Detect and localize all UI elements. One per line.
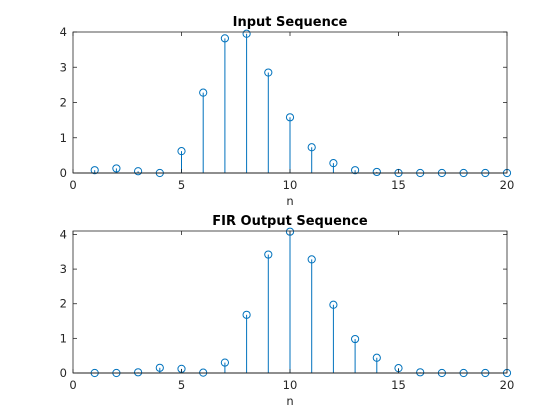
x-tick-label: 5 [178,178,185,192]
axes: 0 5 10 15 20 0 1 2 3 4 [60,227,515,392]
stem-marker [242,29,251,38]
chart-title: Input Sequence [233,15,348,30]
x-tick-label: 15 [391,378,406,392]
stem-marker [329,300,338,309]
stem-marker [285,113,295,122]
stem-marker [416,368,425,377]
x-tick-label: 0 [69,178,76,192]
stem-marker [155,363,164,372]
stem-marker [264,68,273,77]
stem-marker [199,88,208,97]
stem-marker [220,358,229,367]
stem-marker [90,166,99,175]
y-tick-label: 3 [60,60,67,74]
x-axis-label: n [286,394,293,408]
stem-marker [285,227,295,236]
stem-marker [112,164,121,173]
stem-marker [134,368,143,377]
x-tick-label: 10 [283,378,298,392]
stem-marker [242,310,251,319]
y-tick-label: 4 [60,227,67,241]
x-axis-label: n [286,194,293,208]
x-tick-label: 0 [69,378,76,392]
y-tick-label: 0 [60,166,67,180]
x-tick-label: 5 [178,378,185,392]
stem-marker [307,143,316,152]
y-tick-label: 1 [60,331,67,345]
x-tick-label: 20 [500,378,515,392]
y-tick-label: 3 [60,262,67,276]
stem-marker [177,147,186,156]
stem-marker [307,255,316,264]
x-tick-label: 15 [391,178,406,192]
stem-marker [134,167,143,176]
stem-marker [372,353,381,362]
stem-marker [351,334,360,344]
x-tick-label: 20 [500,178,515,192]
stem-marker [264,250,273,259]
axes: 0 5 10 15 20 0 1 2 3 4 [60,25,515,192]
stem-marker [372,167,381,177]
chart-title: FIR Output Sequence [212,214,368,229]
stem-marker [329,159,338,168]
y-tick-label: 4 [60,25,67,39]
stem-marker [351,166,360,175]
fir-output-sequence-plot: FIR Output Sequence n 0 5 10 15 20 0 1 2 3 4 [60,214,515,408]
y-tick-label: 0 [60,366,67,380]
y-tick-label: 2 [60,297,67,311]
y-tick-label: 2 [60,96,67,110]
x-tick-label: 10 [283,178,298,192]
stem-marker [220,34,229,43]
y-tick-label: 1 [60,131,67,145]
input-sequence-plot: Input Sequence n 0 5 10 15 20 0 1 2 3 4 [60,15,515,208]
